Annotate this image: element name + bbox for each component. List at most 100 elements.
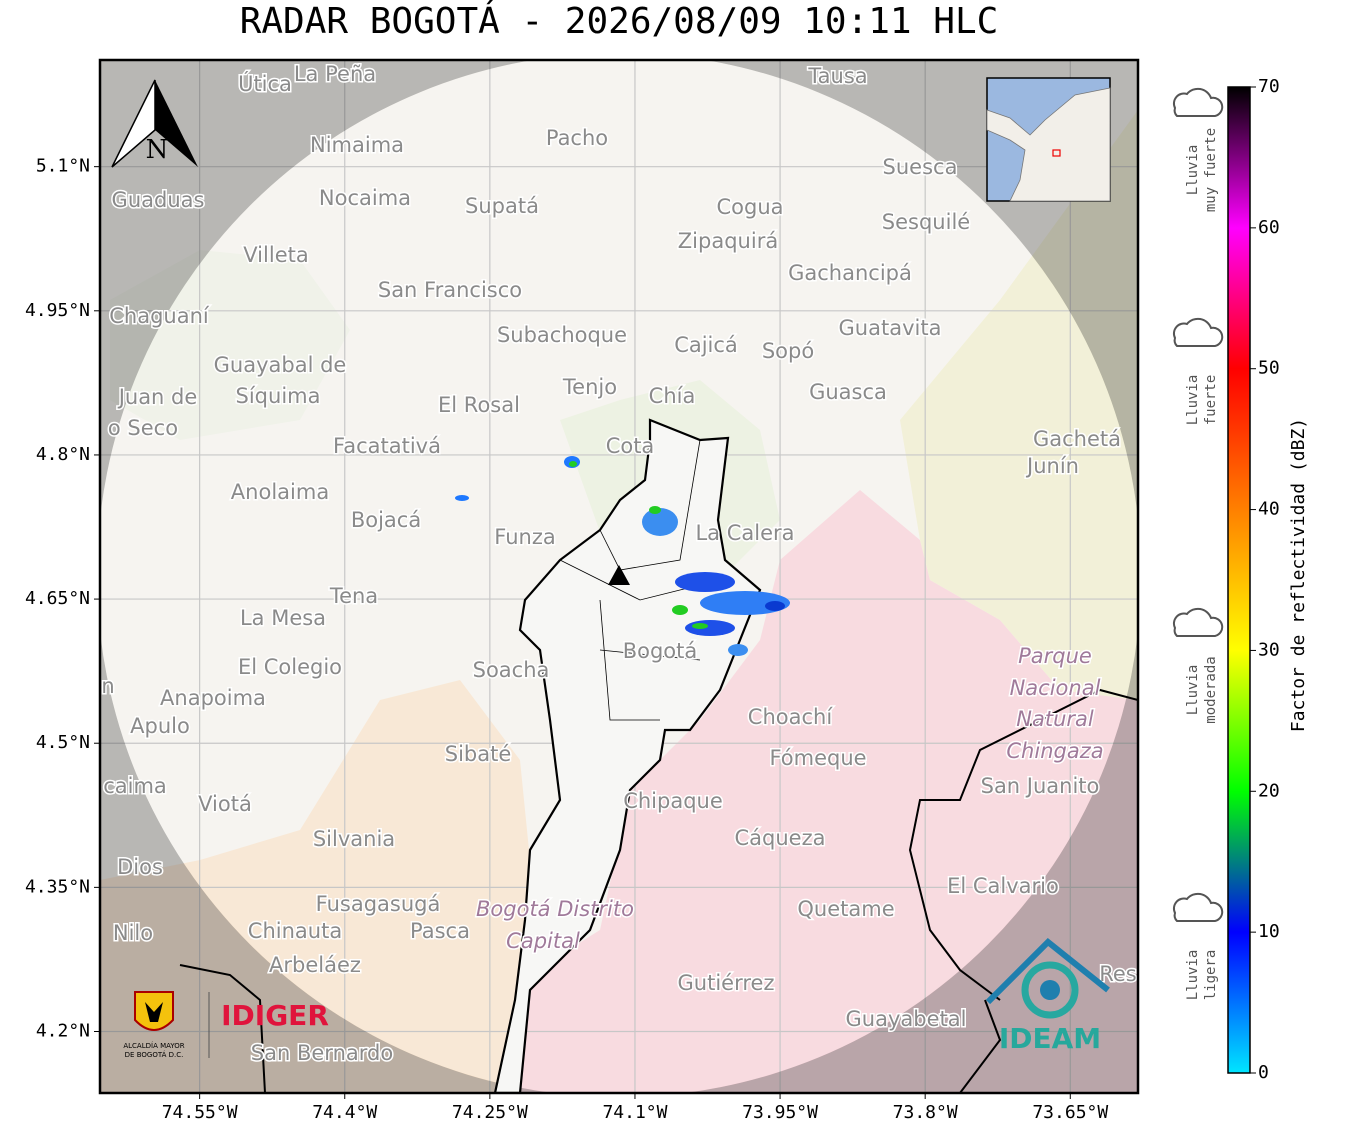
colorbar-tick-label: 10 xyxy=(1258,921,1280,942)
place-label: El Rosal xyxy=(438,393,520,417)
place-label: Chía xyxy=(649,384,696,408)
lon-tick-label: 73.65°W xyxy=(1032,1102,1108,1123)
place-label: Viotá xyxy=(198,792,252,816)
place-label: Silvania xyxy=(313,827,395,851)
place-label: El Colegio xyxy=(238,655,342,679)
logo-ideam: IDEAM xyxy=(985,937,1110,1055)
place-label: Nocaima xyxy=(319,186,411,210)
lat-tick-label: 4.65°N xyxy=(25,588,90,609)
place-label: o Seco xyxy=(108,416,178,440)
rain-icon xyxy=(1172,607,1224,637)
place-label: Tenjo xyxy=(562,375,617,399)
colorbar-tick-label: 0 xyxy=(1258,1062,1269,1083)
colorbar-tick-label: 70 xyxy=(1258,76,1280,97)
place-label: Res xyxy=(1099,962,1137,986)
place-label: Choachí xyxy=(748,705,834,729)
place-label: Cota xyxy=(606,434,655,458)
place-label: Gachancipá xyxy=(788,261,912,285)
place-label: Zipaquirá xyxy=(678,229,778,253)
lon-tick-label: 73.95°W xyxy=(742,1102,818,1123)
place-label: n xyxy=(101,674,114,698)
rain-label: moderada xyxy=(1203,656,1219,723)
logo-alcaldia: ALCALDÍA MAYOR DE BOGOTÁ D.C. IDIGER xyxy=(123,991,329,1059)
colorbar xyxy=(1227,86,1251,1074)
colorbar-tick-label: 50 xyxy=(1258,358,1280,379)
place-label: Soacha xyxy=(473,658,550,682)
colorbar-tick-label: 30 xyxy=(1258,639,1280,660)
rain-icon xyxy=(1172,87,1224,117)
place-label: Nilo xyxy=(113,921,153,945)
logo-text: DE BOGOTÁ D.C. xyxy=(125,1050,184,1059)
title: RADAR BOGOTÁ - 2026/08/09 10:11 HLC xyxy=(240,0,999,42)
rain-icon xyxy=(1172,892,1224,922)
place-label: Pasca xyxy=(410,919,470,943)
place-label: El Calvario xyxy=(947,874,1059,898)
lon-tick-label: 74.55°W xyxy=(162,1102,238,1123)
place-label: Chaguaní xyxy=(109,304,210,328)
colorbar-label: Factor de reflectividad (dBZ) xyxy=(1288,418,1309,732)
place-label: Útica xyxy=(238,71,292,96)
place-label: Guatavita xyxy=(839,316,942,340)
place-label: Junín xyxy=(1025,454,1079,478)
place-label: Guasca xyxy=(809,380,887,404)
lon-tick-label: 74.1°W xyxy=(602,1102,667,1123)
place-label: La Calera xyxy=(695,521,794,545)
rain-label: Lluvia xyxy=(1185,950,1201,1001)
place-label: Supatá xyxy=(465,194,539,218)
place-label: San Francisco xyxy=(378,278,522,302)
rain-label: Lluvia xyxy=(1185,665,1201,716)
inset-map xyxy=(986,77,1111,202)
place-label: Anolaima xyxy=(231,480,329,504)
place-label: Tena xyxy=(329,584,378,608)
lat-tick-label: 4.95°N xyxy=(25,300,90,321)
rain-label: muy fuerte xyxy=(1203,128,1219,212)
place-label: Cajicá xyxy=(674,333,738,357)
place-label: Juan de xyxy=(117,385,198,409)
colorbar-tick-label: 60 xyxy=(1258,217,1280,238)
radar-echoes xyxy=(455,456,790,656)
logo-idiger: IDIGER xyxy=(221,999,329,1032)
lat-tick-label: 4.5°N xyxy=(36,732,90,753)
map-base: Útica La Peña Tausa Pacho Nimaima Guaduas Noca… xyxy=(100,60,1138,1093)
lat-tick-label: 4.2°N xyxy=(36,1021,90,1042)
place-label: Subachoque xyxy=(497,323,627,347)
lat-tick-label: 5.1°N xyxy=(36,156,90,177)
place-label: caima xyxy=(103,774,167,798)
place-label: Guayabetal xyxy=(846,1007,967,1031)
place-label: Síquima xyxy=(236,384,321,408)
north-label: N xyxy=(146,135,169,165)
place-label: Suesca xyxy=(883,155,958,179)
place-label: Guayabal de xyxy=(214,353,347,377)
place-label: Chingaza xyxy=(1006,739,1103,763)
place-label: Cogua xyxy=(716,195,783,219)
lon-tick-label: 73.8°W xyxy=(893,1102,958,1123)
place-label: San Juanito xyxy=(981,774,1100,798)
place-label: Guaduas xyxy=(112,188,205,212)
place-label: Gachetá xyxy=(1033,427,1121,451)
place-label: La Mesa xyxy=(240,606,326,630)
place-label: Arbeláez xyxy=(269,953,361,977)
place-label: Cáqueza xyxy=(735,826,826,850)
place-label: Bogotá Distrito xyxy=(476,897,634,921)
place-label: Quetame xyxy=(797,897,894,921)
place-label: Nimaima xyxy=(310,133,404,157)
place-label: San Bernardo xyxy=(251,1041,393,1065)
place-label: Apulo xyxy=(130,714,190,738)
place-label: Natural xyxy=(1016,707,1094,731)
place-label: Chinauta xyxy=(248,919,342,943)
rain-label: Lluvia xyxy=(1185,145,1201,196)
place-label: Tausa xyxy=(807,64,867,88)
lon-tick-label: 74.4°W xyxy=(312,1102,377,1123)
lat-tick-label: 4.8°N xyxy=(36,444,90,465)
place-label: Fómeque xyxy=(769,746,866,770)
map-frame xyxy=(98,58,1140,1095)
logo-text: ALCALDÍA MAYOR xyxy=(123,1041,184,1050)
place-label: Fusagasugá xyxy=(316,892,441,916)
lat-tick-label: 4.35°N xyxy=(25,876,90,897)
place-label: Pacho xyxy=(546,126,608,150)
lon-tick-label: 74.25°W xyxy=(452,1102,528,1123)
place-label: Parque xyxy=(1018,644,1092,668)
rain-label: ligera xyxy=(1203,950,1219,1001)
place-label: Dios xyxy=(117,855,163,879)
